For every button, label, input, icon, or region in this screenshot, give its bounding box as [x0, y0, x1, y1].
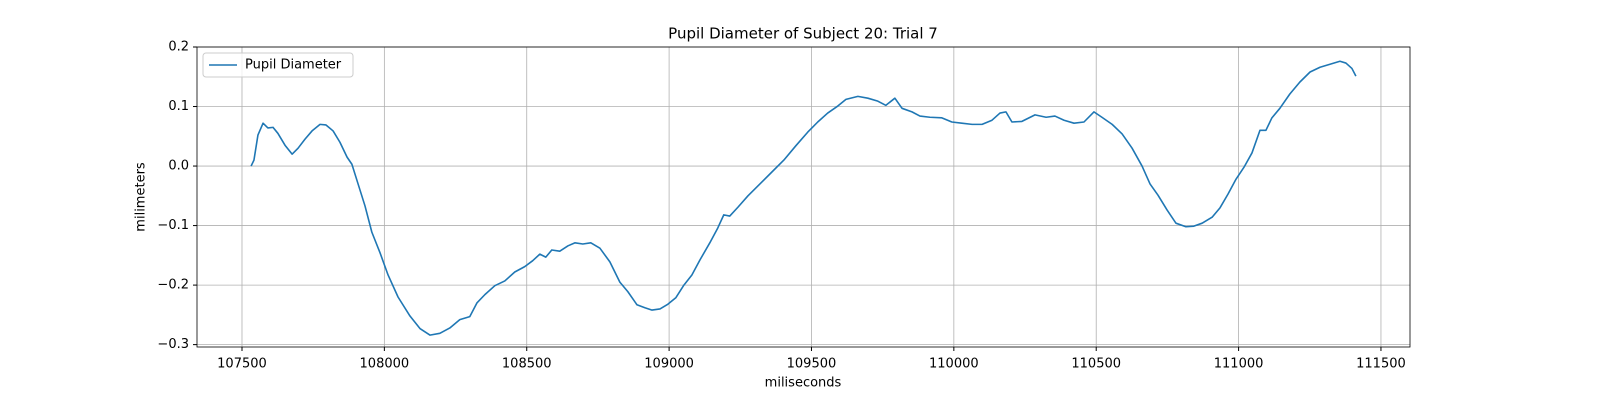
x-tick-label: 110500 — [1071, 357, 1121, 372]
legend-box — [202, 52, 354, 78]
x-tick-label: 108500 — [502, 357, 552, 372]
x-tick-label: 109000 — [644, 357, 694, 372]
y-tick-label: −0.2 — [157, 278, 189, 293]
y-tick-label: 0.0 — [168, 159, 189, 174]
y-tick-label: −0.1 — [157, 218, 189, 233]
x-tick-label: 109500 — [787, 357, 837, 372]
plot-frame — [196, 46, 1411, 348]
y-axis-label: milimeters — [134, 162, 149, 232]
data-line — [250, 60, 1357, 336]
y-tick-label: 0.1 — [168, 99, 189, 114]
x-tick-label: 111000 — [1214, 357, 1264, 372]
legend-label: Pupil Diameter — [245, 58, 342, 73]
x-tick-label: 110000 — [929, 357, 979, 372]
x-axis-label: miliseconds — [765, 376, 842, 391]
x-tick-label: 108000 — [360, 357, 410, 372]
x-tick-label: 107500 — [217, 357, 267, 372]
chart-title: Pupil Diameter of Subject 20: Trial 7 — [668, 25, 938, 43]
x-tick-label: 111500 — [1356, 357, 1406, 372]
y-tick-label: 0.2 — [168, 40, 189, 55]
y-tick-label: −0.3 — [157, 337, 189, 352]
